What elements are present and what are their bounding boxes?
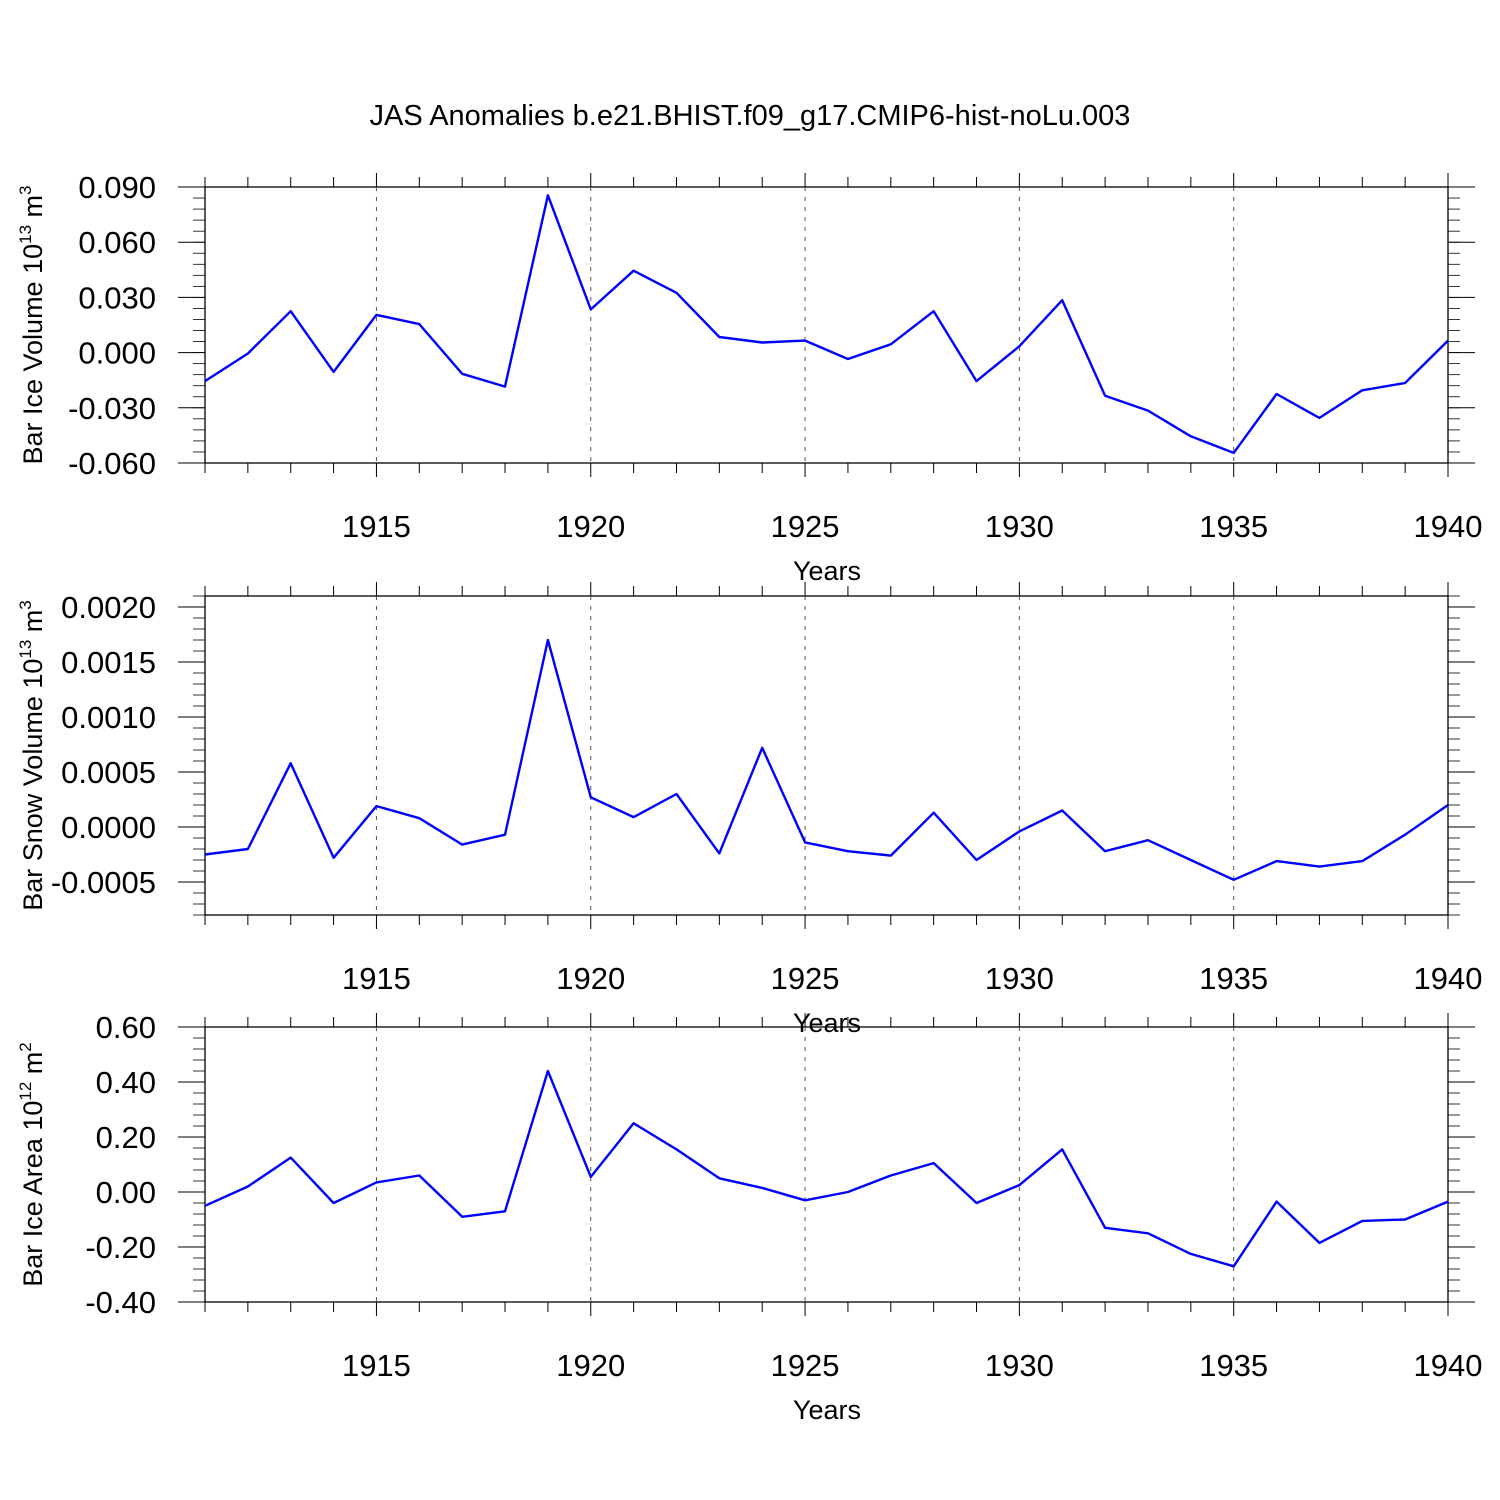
y-tick-label: -0.030 <box>68 391 156 426</box>
y-tick-label: 0.000 <box>78 336 156 371</box>
y-tick-label: 0.00 <box>96 1175 156 1210</box>
plot-frame <box>204 1026 1449 1303</box>
x-tick-label: 1935 <box>1199 961 1268 996</box>
x-tick-label: 1935 <box>1199 509 1268 544</box>
chart-panels: -0.060 -0.030 0.000 0.030 0.060 0.090 1915 1920… <box>16 170 1482 1425</box>
y-axis-label-unit-exp: 2 <box>16 1042 35 1051</box>
y-tick-label: 0.0020 <box>61 590 156 625</box>
chart-title: JAS Anomalies b.e21.BHIST.f09_g17.CMIP6-… <box>370 100 1131 132</box>
x-axis-label: Years <box>793 1008 861 1038</box>
x-tick-label: 1925 <box>771 1348 840 1383</box>
y-axis-label: Bar Ice Volume 1013 m3 <box>16 185 48 464</box>
y-axis-label-unit: m <box>18 610 48 640</box>
y-tick-label: 0.20 <box>96 1120 156 1155</box>
x-tick-label: 1930 <box>985 961 1054 996</box>
y-tick-label: -0.40 <box>85 1285 156 1320</box>
x-tick-label: 1915 <box>342 509 411 544</box>
chart-panel-2: -0.0005 0.0000 0.0005 0.0010 0.0015 0.0020 191… <box>16 582 1482 1038</box>
y-axis-label-exp: 12 <box>16 1082 35 1101</box>
x-axis-label: Years <box>793 556 861 586</box>
series-line-1 <box>204 638 1449 881</box>
y-tick-label: 0.60 <box>96 1010 156 1045</box>
y-tick-label: 0.0010 <box>61 700 156 735</box>
x-tick-label: 1940 <box>1414 961 1483 996</box>
x-tick-label: 1925 <box>771 961 840 996</box>
y-axis-label-exp: 13 <box>16 225 35 244</box>
y-axis-label: Bar Ice Area 1012 m2 <box>16 1042 48 1287</box>
y-axis-label-unit-exp: 3 <box>16 185 35 194</box>
y-axis-label: Bar Snow Volume 1013 m3 <box>16 600 48 911</box>
series-line-1 <box>204 194 1449 455</box>
y-tick-label: 0.0015 <box>61 645 156 680</box>
y-axis-label-text: Bar Snow Volume 10 <box>18 659 48 911</box>
y-axis-label-unit-exp: 3 <box>16 600 35 609</box>
y-axis-label-text: Bar Ice Volume 10 <box>18 244 48 465</box>
x-tick-label: 1930 <box>985 1348 1054 1383</box>
y-axis-label-unit: m <box>18 1052 48 1082</box>
y-tick-label: -0.20 <box>85 1230 156 1265</box>
y-axis-label-unit: m <box>18 195 48 225</box>
y-tick-label: 0.030 <box>78 280 156 315</box>
plot-frame <box>204 186 1449 464</box>
x-tick-label: 1920 <box>556 509 625 544</box>
chart-panel-3: -0.40 -0.20 0.00 0.20 0.40 0.60 1915 1920 1925 19… <box>16 1010 1482 1425</box>
y-tick-label: 0.0000 <box>61 810 156 845</box>
series-line-1 <box>204 1069 1449 1268</box>
x-tick-label: 1925 <box>771 509 840 544</box>
y-tick-label: 0.0005 <box>61 755 156 790</box>
x-tick-label: 1920 <box>556 1348 625 1383</box>
x-tick-label: 1930 <box>985 509 1054 544</box>
x-axis-label: Years <box>793 1395 861 1425</box>
y-tick-label: 0.40 <box>96 1065 156 1100</box>
y-axis-label-text: Bar Ice Area 10 <box>18 1101 48 1287</box>
chart-panel-1: -0.060 -0.030 0.000 0.030 0.060 0.090 1915 1920… <box>16 170 1482 586</box>
plot-frame <box>204 595 1449 916</box>
y-tick-label: -0.0005 <box>51 865 156 900</box>
y-axis-label-exp: 13 <box>16 640 35 659</box>
x-tick-label: 1920 <box>556 961 625 996</box>
x-tick-label: 1940 <box>1414 1348 1483 1383</box>
x-tick-label: 1915 <box>342 961 411 996</box>
x-tick-label: 1935 <box>1199 1348 1268 1383</box>
y-tick-label: -0.060 <box>68 446 156 481</box>
y-tick-label: 0.060 <box>78 225 156 260</box>
x-tick-label: 1915 <box>342 1348 411 1383</box>
x-tick-label: 1940 <box>1414 509 1483 544</box>
y-tick-label: 0.090 <box>78 170 156 205</box>
